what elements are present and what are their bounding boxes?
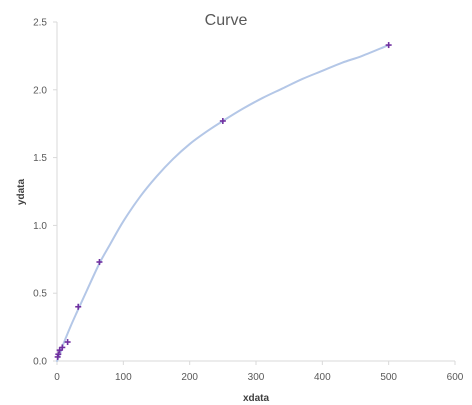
data-point-marker	[59, 344, 66, 351]
axes-layer	[53, 21, 456, 365]
labels-layer: 0 100 200 300 400 500 600 0.0 0.5 1.0 1.5 2.0 2.5	[33, 18, 464, 384]
x-tick-label: 600	[447, 372, 464, 383]
x-tick-label: 100	[115, 372, 132, 383]
y-tick-label: 0.0	[33, 357, 47, 368]
y-tick-label: 1.0	[33, 221, 47, 232]
data-point-marker	[385, 42, 392, 49]
chart-title: Curve	[205, 12, 248, 29]
y-tick-label: 1.5	[33, 153, 47, 164]
data-point-marker	[219, 117, 226, 124]
x-tick-label: 0	[54, 372, 60, 383]
x-tick-label: 400	[314, 372, 331, 383]
y-tick-label: 2.0	[33, 85, 47, 96]
x-tick-label: 300	[248, 372, 265, 383]
y-axis-title: ydata	[16, 179, 27, 206]
data-point-marker	[96, 259, 103, 266]
x-tick-label: 500	[380, 372, 397, 383]
x-axis-title: xdata	[243, 393, 270, 404]
series-layer	[54, 42, 392, 362]
data-point-marker	[64, 339, 71, 346]
x-tick-label: 200	[181, 372, 198, 383]
data-point-marker	[75, 303, 82, 310]
y-tick-label: 0.5	[33, 289, 47, 300]
y-tick-label: 2.5	[33, 18, 47, 29]
fitted-curve-line	[56, 44, 390, 362]
data-point-marker	[55, 351, 62, 358]
